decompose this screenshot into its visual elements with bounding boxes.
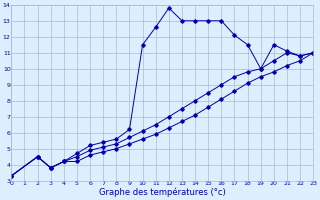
X-axis label: Graphe des températures (°c): Graphe des températures (°c) [99, 188, 226, 197]
